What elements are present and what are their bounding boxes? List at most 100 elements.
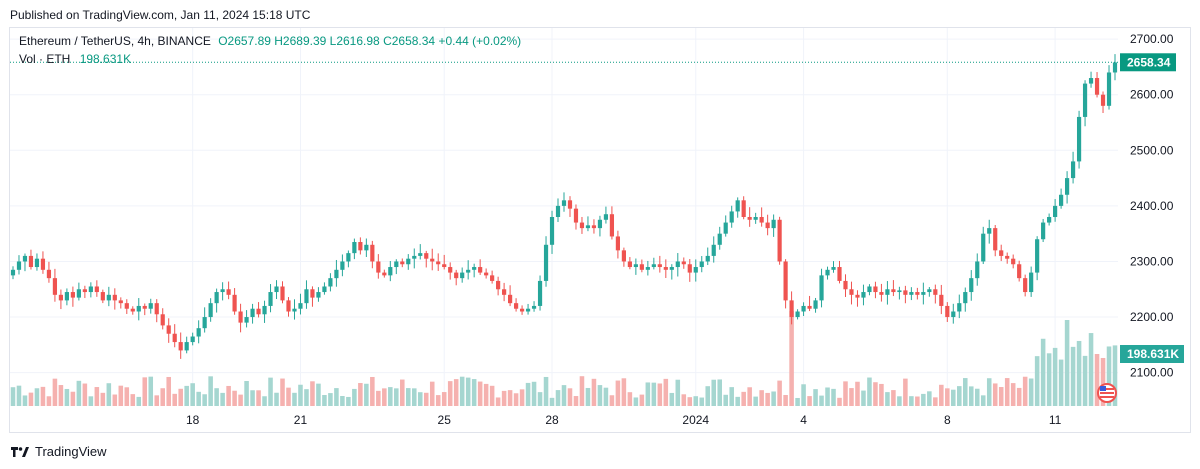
volume-bar	[567, 388, 573, 406]
volume-bar	[136, 396, 142, 406]
volume-bar	[867, 377, 872, 406]
candle-body	[34, 258, 40, 268]
candle-body	[94, 286, 99, 293]
candle-body	[178, 342, 183, 351]
volume-bar	[64, 388, 70, 406]
candle-body	[16, 261, 22, 270]
volume-bar	[927, 391, 932, 406]
volume-bar	[837, 397, 842, 406]
volume-bar	[729, 387, 734, 406]
volume-bar	[579, 376, 585, 406]
candle-body	[963, 292, 968, 304]
candle-body	[819, 275, 824, 301]
candle-body	[298, 303, 303, 309]
volume-bar	[142, 377, 148, 406]
volume-bar	[741, 391, 746, 406]
candle-body	[771, 219, 776, 229]
volume-bar	[693, 396, 699, 406]
candle-body	[226, 289, 231, 295]
volume-bar	[843, 381, 848, 406]
volume-bar	[46, 396, 52, 406]
candle-body	[519, 308, 525, 312]
volume-bar	[244, 380, 249, 406]
candle-body	[681, 261, 686, 265]
candle-body	[82, 289, 87, 293]
candle-body	[1064, 178, 1070, 195]
candle-body	[849, 289, 854, 295]
volume-bar	[753, 396, 758, 406]
candle-body	[328, 278, 333, 287]
candle-body	[633, 264, 638, 268]
volume-bar	[807, 396, 812, 406]
candle-body	[76, 289, 81, 298]
candle-body	[843, 280, 848, 290]
volume-bar	[945, 388, 950, 406]
candle-body	[466, 269, 471, 273]
candle-body	[1088, 78, 1094, 84]
candle-body	[40, 258, 46, 270]
candle-body	[1029, 272, 1034, 293]
candle-body	[765, 222, 770, 229]
candle-body	[394, 261, 399, 268]
volume-bar	[1082, 355, 1088, 406]
candle-body	[190, 336, 195, 343]
volume-bar	[1016, 387, 1022, 406]
candle-body	[945, 305, 950, 318]
volume-bar	[903, 378, 908, 406]
volume-bar	[435, 395, 441, 406]
volume-bar	[388, 387, 393, 406]
candle-body	[166, 325, 171, 334]
volume-bar	[82, 383, 88, 406]
volume-bar	[28, 392, 34, 406]
volume-bar	[364, 383, 369, 406]
candle-body	[448, 267, 453, 273]
candle-body	[112, 294, 117, 301]
candle-body	[567, 200, 573, 209]
volume-bar	[621, 378, 627, 406]
volume-bar	[1058, 359, 1064, 406]
candle-body	[885, 289, 890, 295]
candle-body	[987, 228, 992, 234]
volume-bar	[639, 394, 645, 406]
candle-body	[711, 244, 716, 256]
candle-body	[1017, 264, 1022, 279]
candle-body	[202, 317, 207, 329]
candle-body	[382, 272, 387, 276]
candle-body	[256, 308, 261, 315]
candle-body	[909, 292, 914, 295]
candle-body	[537, 280, 543, 306]
open-value: O2657.89	[218, 34, 271, 48]
volume-bar	[10, 387, 16, 406]
volume-bar	[106, 383, 112, 406]
candle-body	[873, 286, 878, 293]
volume-bar	[507, 390, 513, 406]
candle-body	[1106, 72, 1112, 106]
candle-body	[262, 305, 267, 315]
candle-body	[358, 242, 363, 251]
candle-body	[609, 214, 615, 237]
candle-body	[807, 305, 812, 309]
candle-body	[364, 244, 369, 251]
last-price-tag	[1120, 53, 1176, 72]
last-volume-label: 198.631K	[1127, 347, 1179, 361]
candle-body	[430, 258, 435, 262]
volume-bar	[1112, 345, 1118, 406]
candle-body	[406, 258, 411, 265]
volume-bar	[417, 392, 423, 406]
candle-body	[64, 292, 69, 301]
volume-bar	[58, 385, 64, 406]
volume-bar	[651, 382, 657, 406]
volume-bar	[112, 394, 118, 406]
volume-bar	[160, 388, 166, 406]
volume-bar	[76, 380, 82, 406]
last-volume-tag	[1120, 345, 1184, 363]
y-tick-label: 2500.00	[1130, 143, 1174, 157]
candle-body	[777, 219, 782, 262]
volume-bar	[172, 393, 177, 406]
volume-bar	[962, 378, 968, 406]
candle-body	[124, 303, 129, 309]
volume-bar	[124, 387, 130, 406]
x-tick-label: 8	[944, 413, 951, 427]
volume-bar	[370, 376, 375, 406]
